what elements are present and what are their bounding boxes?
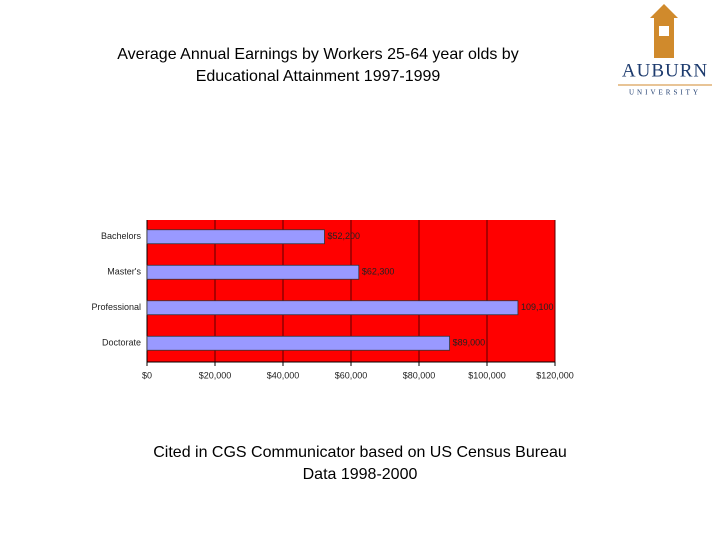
bar [146, 300, 519, 316]
title-line: Educational Attainment 1997-1999 [196, 68, 441, 85]
tower-roof [650, 4, 678, 18]
bar [146, 335, 451, 351]
y-tick-label: Bachelors [101, 231, 142, 241]
bar [146, 229, 325, 245]
x-tick-label: $0 [142, 370, 152, 380]
tower [654, 16, 674, 58]
logo-subtitle: UNIVERSITY [629, 89, 701, 97]
bar [146, 264, 360, 280]
y-tick-label: Master's [107, 267, 141, 277]
footnote-line: Data 1998-2000 [303, 466, 418, 483]
tower-window [659, 26, 669, 36]
y-tick-label: Doctorate [102, 338, 141, 348]
x-tick-label: $120,000 [536, 370, 574, 380]
x-tick-label: $80,000 [403, 370, 436, 380]
footnote-line: Cited in CGS Communicator based on US Ce… [153, 444, 567, 461]
value-label: $89,000 [453, 338, 486, 348]
logo-name: AUBURN [622, 60, 708, 81]
x-tick-label: $100,000 [468, 370, 506, 380]
x-tick-label: $60,000 [335, 370, 368, 380]
x-tick-label: $40,000 [267, 370, 300, 380]
value-label: $52,200 [327, 231, 360, 241]
y-tick-label: Professional [91, 302, 141, 312]
logo: AUBURN UNIVERSITY [618, 4, 712, 97]
value-label: 109,100 [521, 302, 554, 312]
x-tick-label: $20,000 [199, 370, 232, 380]
value-label: $62,300 [362, 267, 395, 277]
title-line: Average Annual Earnings by Workers 25-64… [117, 46, 518, 63]
